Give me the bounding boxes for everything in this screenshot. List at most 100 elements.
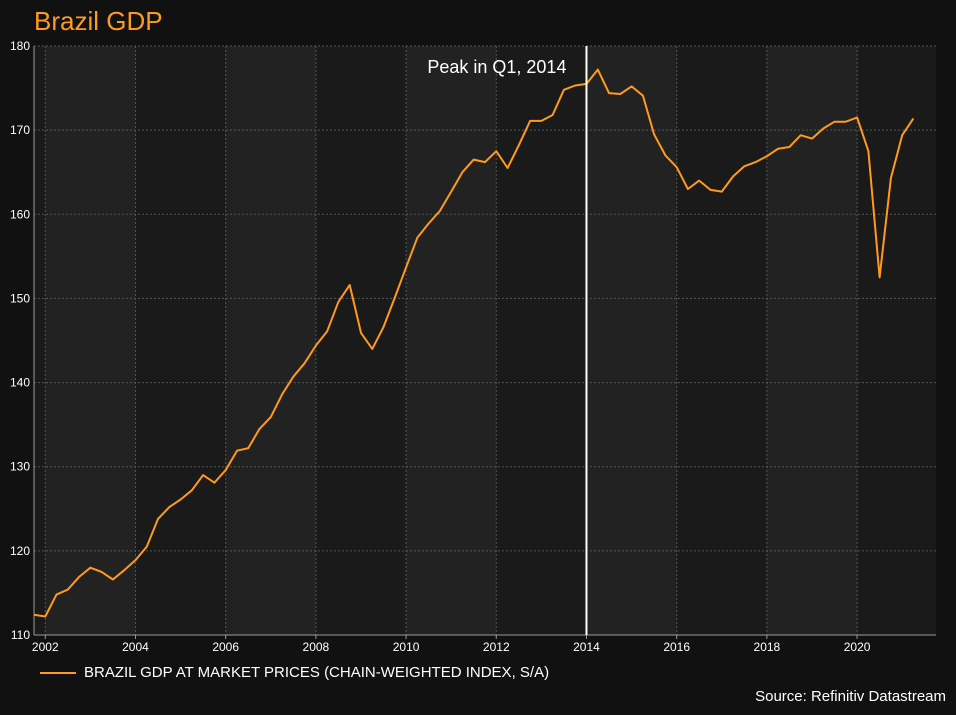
data-point (337, 300, 340, 303)
y-tick-labels: 110 120 130 140 150 160 170 180 (10, 39, 30, 642)
data-point (33, 613, 36, 616)
data-point (371, 347, 374, 350)
data-point (393, 296, 396, 299)
plot-band (857, 46, 936, 635)
data-point (190, 489, 193, 492)
data-point (562, 88, 565, 91)
data-point (641, 94, 644, 97)
data-point (450, 190, 453, 193)
data-point (472, 158, 475, 161)
data-point (213, 481, 216, 484)
data-point (788, 145, 791, 148)
y-tick-label: 180 (10, 39, 30, 53)
x-tick-label: 2004 (122, 640, 149, 654)
data-point (529, 119, 532, 122)
data-point (709, 188, 712, 191)
data-point (269, 416, 272, 419)
data-point (517, 144, 520, 147)
data-point (314, 344, 317, 347)
y-tick-label: 160 (10, 207, 30, 221)
x-tick-label: 2014 (573, 640, 600, 654)
data-point (653, 133, 656, 136)
data-point (540, 119, 543, 122)
plot-band (315, 46, 407, 635)
data-point (732, 175, 735, 178)
data-point (247, 447, 250, 450)
data-point (912, 117, 915, 120)
plot-band (766, 46, 858, 635)
data-point (720, 190, 723, 193)
data-point (765, 155, 768, 158)
x-tick-label: 2010 (393, 640, 420, 654)
y-tick-label: 170 (10, 123, 30, 137)
data-point (856, 116, 859, 119)
data-point (427, 222, 430, 225)
data-point (303, 362, 306, 365)
data-point (743, 165, 746, 168)
data-point (438, 209, 441, 212)
data-point (44, 615, 47, 618)
data-point (55, 593, 58, 596)
data-point (89, 566, 92, 569)
data-point (281, 393, 284, 396)
x-tick-labels: 2002 2004 2006 2008 2010 2012 2014 2016 2018 2020 (32, 635, 871, 654)
data-point (799, 134, 802, 137)
plot-background (34, 46, 936, 635)
data-point (596, 68, 599, 71)
plot-band (676, 46, 767, 635)
x-tick-label: 2016 (663, 640, 690, 654)
y-tick-label: 130 (10, 460, 30, 474)
x-tick-label: 2020 (844, 640, 871, 654)
data-point (405, 266, 408, 269)
data-point (777, 147, 780, 150)
data-point (506, 167, 509, 170)
data-point (878, 276, 881, 279)
annotation-layer: Peak in Q1, 2014 (427, 46, 588, 635)
data-point (348, 283, 351, 286)
plot-band (586, 46, 677, 635)
data-point (810, 137, 813, 140)
data-point (326, 330, 329, 333)
series-layer (33, 68, 915, 618)
data-point (630, 85, 633, 88)
data-point (551, 113, 554, 116)
data-point (134, 559, 137, 562)
axes (33, 46, 936, 636)
y-tick-label: 120 (10, 544, 30, 558)
data-point (258, 427, 261, 430)
y-tick-label: 140 (10, 376, 30, 390)
x-tick-label: 2018 (754, 640, 781, 654)
data-point (416, 236, 419, 239)
data-point (574, 84, 577, 87)
chart-title: Brazil GDP (34, 6, 163, 36)
data-point (66, 588, 69, 591)
data-point (833, 120, 836, 123)
data-point (495, 150, 498, 153)
data-point (901, 134, 904, 137)
data-point (202, 474, 205, 477)
data-point (675, 166, 678, 169)
data-point (382, 326, 385, 329)
data-point (889, 177, 892, 180)
legend-label: BRAZIL GDP AT MARKET PRICES (CHAIN-WEIGH… (84, 664, 550, 681)
x-tick-label: 2002 (32, 640, 59, 654)
plot-band (45, 46, 136, 635)
plot-band (34, 46, 46, 635)
data-point (359, 331, 362, 334)
plot-band (496, 46, 587, 635)
source-note: Source: Refinitiv Datastream (755, 688, 946, 705)
plot-band (406, 46, 497, 635)
data-point (664, 154, 667, 157)
y-tick-label: 110 (11, 628, 30, 642)
legend-swatch (40, 671, 76, 674)
data-point (235, 449, 238, 452)
data-point (123, 569, 126, 572)
plot-band (135, 46, 226, 635)
data-point (844, 120, 847, 123)
data-point (619, 92, 622, 95)
data-point (168, 506, 171, 509)
legend: BRAZIL GDP AT MARKET PRICES (CHAIN-WEIGH… (40, 664, 549, 681)
data-point (822, 127, 825, 130)
data-point (484, 161, 487, 164)
